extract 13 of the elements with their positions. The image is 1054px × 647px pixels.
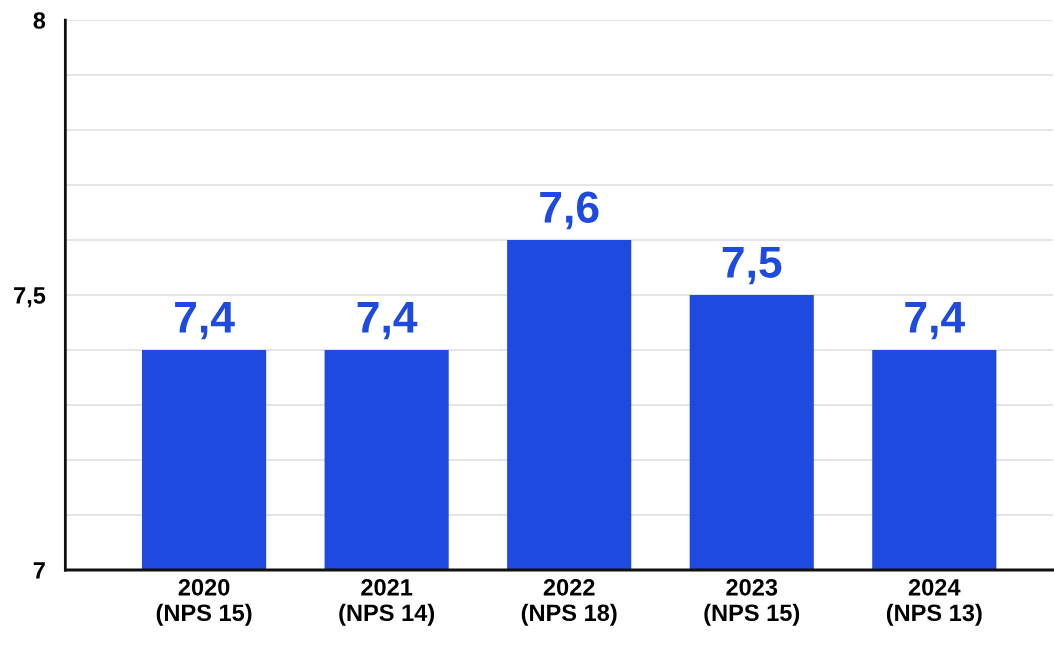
x-tick-label: 2022 (NPS 18) [521, 578, 617, 626]
x-tick-label: 2020 (NPS 15) [156, 578, 252, 626]
data-label: 7,4 [357, 301, 418, 340]
data-label: 7,5 [722, 246, 782, 285]
y-tick-label: 7,5 [14, 287, 46, 308]
data-label: 7,4 [905, 301, 965, 340]
x-tick-label: 2024 (NPS 13) [886, 578, 982, 626]
y-tick-label: 8 [33, 12, 46, 29]
x-tick-label: 2023 (NPS 15) [704, 578, 800, 626]
y-tick-label: 7 [33, 562, 45, 579]
data-label: 7,6 [540, 191, 599, 230]
data-label: 7,4 [175, 301, 235, 340]
x-tick-label: 2021 (NPS 14) [339, 578, 435, 626]
